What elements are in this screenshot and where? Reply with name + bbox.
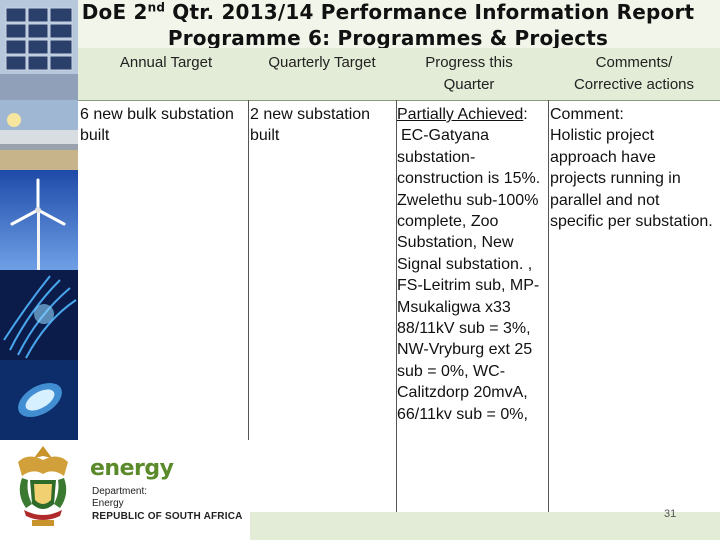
cell-progress <box>397 100 548 512</box>
quarterly-target-value: 2 new substation built <box>250 106 371 145</box>
row-divider <box>78 100 720 101</box>
page-subtitle: Programme 6: Programmes & Projects <box>167 26 609 48</box>
coat-of-arms-icon <box>8 442 78 532</box>
cell-quarterly-target <box>249 100 396 512</box>
blue-light-photo <box>0 270 78 360</box>
wind-turbine-photo <box>0 170 78 270</box>
solar-panel-photo <box>0 0 78 100</box>
column-header-annual-target: Annual Target <box>119 54 213 71</box>
column-header-progress: Progress this Quarter <box>425 54 513 93</box>
column-header-comments: Comments/ Corrective actions <box>573 54 695 93</box>
column-divider <box>548 100 549 512</box>
brand-logo-text: energy <box>90 456 174 481</box>
blue-bulb-photo <box>0 360 78 440</box>
page-number: 31 <box>664 508 677 520</box>
progress-detail: EC-Gatyana substation-construction is 15… <box>397 127 541 423</box>
progress-status-label: Partially Achieved <box>397 106 524 123</box>
comments-value: Comment: Holistic project approach have … <box>550 104 716 232</box>
column-header-quarterly-target: Quarterly Target <box>268 54 376 71</box>
comment-detail: Holistic project approach have projects … <box>550 127 713 231</box>
progress-value: Partially Achieved: EC-Gatyana substatio… <box>397 106 541 423</box>
page-title: DoE 2nd Qtr. 2013/14 Performance Informa… <box>81 0 695 24</box>
comment-label: Comment: <box>550 106 624 123</box>
country-name: REPUBLIC OF SOUTH AFRICA <box>92 511 243 522</box>
column-divider <box>396 100 397 512</box>
annual-target-value: 6 new bulk substation built <box>80 106 234 145</box>
department-name: Department: Energy <box>92 486 148 509</box>
column-divider <box>248 100 249 512</box>
pipeline-photo <box>0 100 78 170</box>
cell-comments <box>549 100 720 512</box>
header-band <box>78 0 720 48</box>
